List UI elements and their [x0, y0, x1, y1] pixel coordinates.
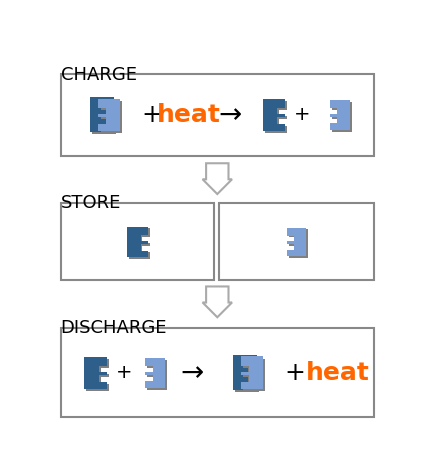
Text: +: + — [142, 103, 163, 127]
Text: →: → — [181, 359, 204, 387]
Polygon shape — [129, 228, 150, 259]
Text: +: + — [116, 363, 133, 382]
FancyBboxPatch shape — [61, 328, 374, 418]
Polygon shape — [84, 357, 107, 389]
Polygon shape — [100, 101, 122, 133]
FancyBboxPatch shape — [61, 74, 374, 155]
Polygon shape — [263, 99, 285, 131]
Polygon shape — [235, 357, 259, 392]
Text: DISCHARGE: DISCHARGE — [61, 319, 167, 337]
Text: STORE: STORE — [61, 194, 121, 212]
Text: +: + — [294, 105, 311, 124]
Text: CHARGE: CHARGE — [61, 66, 137, 84]
Text: +: + — [285, 361, 305, 385]
Polygon shape — [241, 356, 263, 389]
Polygon shape — [127, 227, 148, 257]
Polygon shape — [233, 355, 257, 390]
Text: heat: heat — [157, 103, 220, 127]
Polygon shape — [86, 359, 109, 391]
Polygon shape — [330, 100, 350, 130]
Polygon shape — [243, 359, 265, 391]
Polygon shape — [203, 163, 232, 194]
FancyBboxPatch shape — [219, 203, 374, 280]
Polygon shape — [203, 286, 232, 317]
Polygon shape — [265, 101, 287, 133]
Polygon shape — [92, 99, 116, 134]
Text: heat: heat — [306, 361, 370, 385]
Polygon shape — [147, 360, 167, 389]
Polygon shape — [145, 358, 165, 388]
Polygon shape — [332, 102, 352, 132]
Polygon shape — [287, 228, 306, 256]
Polygon shape — [90, 97, 114, 132]
Polygon shape — [98, 98, 120, 131]
FancyBboxPatch shape — [61, 203, 214, 280]
Text: →: → — [218, 101, 241, 129]
Polygon shape — [289, 229, 308, 258]
